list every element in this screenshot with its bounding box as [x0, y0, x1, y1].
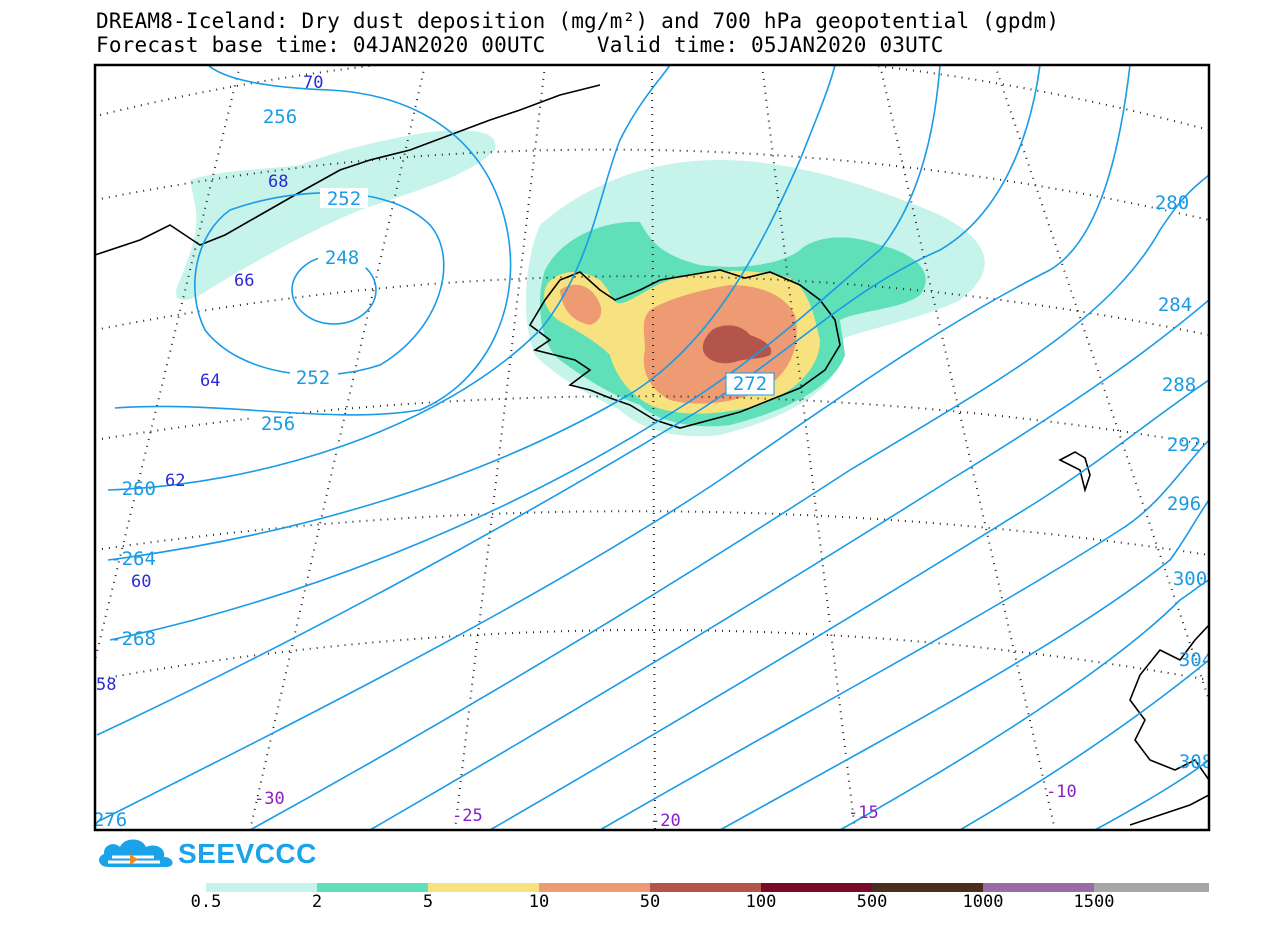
- legend-label: 100: [745, 892, 777, 912]
- legend-colorbar: [206, 883, 1209, 892]
- geopotential-contours: [96, 65, 1209, 830]
- map-frame: [93, 63, 1211, 832]
- logo-text: SEEVCCC: [178, 838, 317, 869]
- lat-label: 62: [165, 471, 185, 491]
- legend-swatch: [761, 883, 872, 892]
- lon-label: -15: [848, 803, 879, 823]
- contour-label: 304: [1179, 649, 1213, 671]
- latitude-labels: 70 68 66 64 62 60 58: [96, 73, 323, 695]
- norway-coast: [1129, 624, 1209, 781]
- contour-268: [109, 65, 941, 641]
- contour-304: [959, 659, 1209, 830]
- longitude-labels: -30 -25 -20 -15 -10: [254, 782, 1077, 831]
- contour-label: 288: [1162, 374, 1196, 396]
- lat-label: 68: [268, 172, 288, 192]
- contour-label: 256: [263, 106, 297, 128]
- contour-264: [107, 65, 836, 561]
- lon-label: -10: [1046, 782, 1077, 802]
- contour-label: 308: [1179, 751, 1213, 773]
- contour-296: [719, 499, 1209, 830]
- coastlines: [95, 84, 1209, 826]
- contour-label: -264: [110, 548, 156, 570]
- contour-label: 252: [327, 188, 361, 210]
- legend-label: 500: [856, 892, 888, 912]
- contour-284: [369, 299, 1209, 830]
- contour-label: 276: [93, 809, 127, 831]
- lat-label: 66: [234, 271, 254, 291]
- legend-label: 2: [311, 892, 323, 912]
- contour-labels: 256 252 248 252 256 -260 -264 -268 276 2…: [93, 106, 1213, 831]
- contour-label: 272: [733, 373, 767, 395]
- lat-label: 70: [303, 73, 323, 93]
- legend-label: 1500: [1073, 892, 1115, 912]
- dust-level-0-5-west: [176, 130, 496, 300]
- contour-276: [96, 65, 1131, 823]
- legend-label: 1000: [962, 892, 1004, 912]
- contour-label: 284: [1158, 294, 1192, 316]
- contour-label: 292: [1167, 434, 1201, 456]
- contour-label: 296: [1167, 493, 1201, 515]
- legend-label: 5: [422, 892, 434, 912]
- time-info: Forecast base time: 04JAN2020 00UTC Vali…: [96, 34, 944, 56]
- contour-252: [194, 192, 445, 376]
- contour-288: [489, 379, 1209, 830]
- legend-swatch: [539, 883, 650, 892]
- lat-label: 58: [96, 675, 116, 695]
- chart-title: DREAM8-Iceland: Dry dust deposition (mg/…: [96, 9, 1060, 33]
- contour-label: 252: [296, 367, 330, 389]
- dust-level-50: [702, 325, 772, 364]
- lon-label: -25: [452, 806, 483, 826]
- lon-label: -30: [254, 789, 285, 809]
- contour-260: [107, 65, 671, 491]
- legend-label: 50: [639, 892, 661, 912]
- contour-292: [599, 439, 1209, 830]
- legend-swatch: [650, 883, 761, 892]
- contour-label: 248: [325, 247, 359, 269]
- iceland-coast: [528, 269, 841, 429]
- legend-swatch: [983, 883, 1094, 892]
- contour-308: [1094, 759, 1209, 830]
- legend-swatch: [428, 883, 539, 892]
- contour-label: 256: [261, 413, 295, 435]
- contour-label: -260: [110, 478, 156, 500]
- valid-time: Valid time: 05JAN2020 03UTC: [596, 33, 944, 57]
- contour-label: 280: [1155, 192, 1189, 214]
- contour-label: -268: [110, 628, 156, 650]
- jan-mayen-coast: [1058, 451, 1091, 493]
- legend-swatch: [872, 883, 983, 892]
- legend-swatch: [317, 883, 428, 892]
- legend-label: 0.5: [190, 892, 222, 912]
- legend-label: 10: [528, 892, 550, 912]
- seevccc-cloud-logo-icon: [99, 839, 173, 867]
- lat-label: 64: [200, 371, 220, 391]
- contour-label: 300: [1173, 568, 1207, 590]
- lon-label: -20: [650, 811, 681, 831]
- forecast-base-time: Forecast base time: 04JAN2020 00UTC: [96, 33, 546, 57]
- greenland-coast: [95, 84, 601, 256]
- contour-256: [114, 65, 512, 416]
- lat-label: 60: [131, 572, 151, 592]
- legend-swatch: [206, 883, 317, 892]
- contour-280: [249, 174, 1209, 830]
- contour-300: [839, 579, 1209, 830]
- legend-swatch: [1094, 883, 1209, 892]
